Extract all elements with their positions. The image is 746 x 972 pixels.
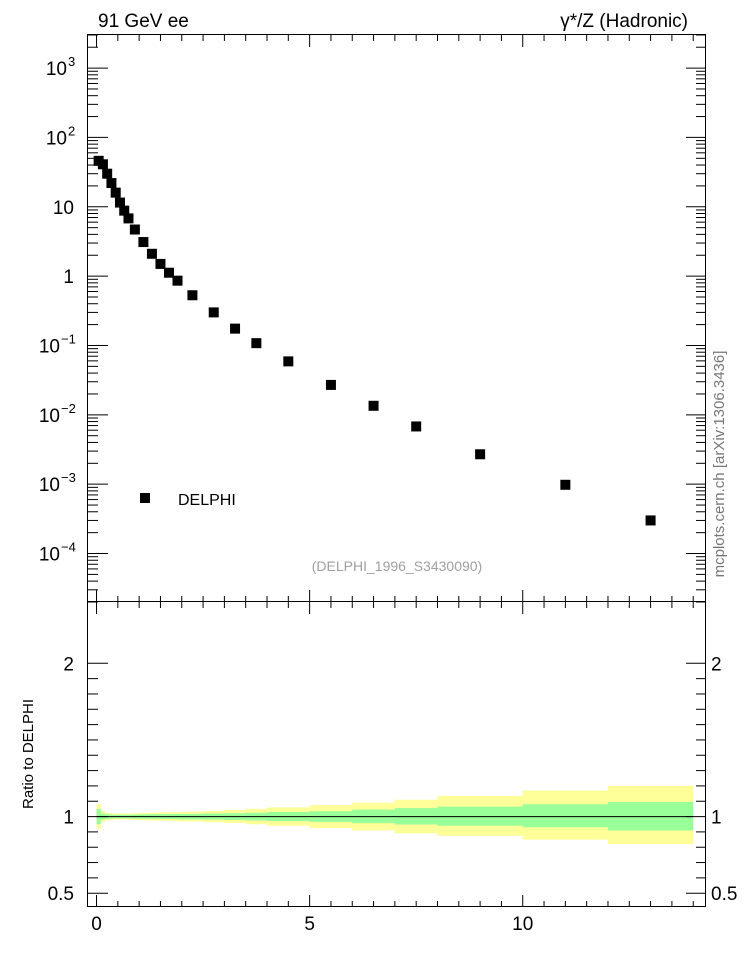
ratio-y-tick-label: 1 bbox=[63, 808, 74, 829]
legend: DELPHI bbox=[140, 492, 236, 509]
data-point-delphi bbox=[172, 275, 183, 286]
data-point-delphi bbox=[97, 159, 108, 170]
data-point-delphi bbox=[163, 267, 174, 278]
ratio-bands-layer bbox=[96, 785, 694, 845]
ratio-y-tick-label-right: 0.5 bbox=[711, 884, 737, 905]
x-tick-label: 10 bbox=[512, 914, 533, 935]
y-tick-exponent: 2 bbox=[68, 123, 75, 138]
y-tick-label: 10 bbox=[53, 198, 74, 219]
ratio-y-tick-label: 0.5 bbox=[48, 884, 74, 905]
data-point-delphi bbox=[411, 421, 422, 432]
data-point-delphi bbox=[325, 379, 336, 390]
data-point-delphi bbox=[146, 248, 157, 259]
y-tick-label: 1 bbox=[63, 267, 74, 288]
legend-marker-delphi bbox=[140, 493, 150, 503]
data-point-delphi bbox=[110, 187, 121, 198]
data-point-delphi bbox=[560, 479, 571, 490]
y-tick-exponent: 3 bbox=[68, 54, 75, 69]
data-point-delphi bbox=[251, 338, 262, 349]
data-point-delphi bbox=[106, 178, 117, 189]
main-points-layer bbox=[93, 155, 656, 526]
legend-label-delphi: DELPHI bbox=[178, 492, 236, 509]
data-point-delphi bbox=[645, 515, 656, 526]
data-point-delphi bbox=[283, 356, 294, 367]
ratio-axes-layer: 0.5 0.5 1 1 2 2 0 5 10 bbox=[48, 602, 737, 935]
data-point-delphi bbox=[230, 323, 241, 334]
data-point-delphi bbox=[475, 449, 486, 460]
y-tick-exponent: −1 bbox=[61, 331, 76, 346]
x-tick-label: 5 bbox=[304, 914, 315, 935]
ratio-y-axis-label: Ratio to DELPHI bbox=[20, 699, 37, 809]
data-point-delphi bbox=[123, 213, 134, 224]
y-tick-label: 10 bbox=[39, 475, 60, 496]
y-tick-exponent: −3 bbox=[61, 470, 76, 485]
x-tick-label: 0 bbox=[91, 914, 102, 935]
data-point-delphi bbox=[138, 237, 149, 248]
header-right-label: γ*/Z (Hadronic) bbox=[560, 11, 688, 32]
ratio-panel: 0.5 0.5 1 1 2 2 0 5 10 bbox=[48, 601, 737, 935]
y-tick-label: 10 bbox=[39, 545, 60, 566]
ratio-y-tick-label-right: 1 bbox=[711, 808, 722, 829]
side-credit-label: mcplots.cern.ch [arXiv:1306.3436] bbox=[711, 351, 728, 578]
ratio-y-tick-label: 2 bbox=[63, 654, 74, 675]
data-point-delphi bbox=[368, 400, 379, 411]
data-point-delphi bbox=[119, 205, 130, 216]
main-frame bbox=[87, 34, 706, 602]
watermark-label: (DELPHI_1996_S3430090) bbox=[312, 558, 482, 574]
ratio-frame bbox=[87, 601, 706, 907]
y-tick-label: 10 bbox=[39, 406, 60, 427]
data-point-delphi bbox=[129, 224, 140, 235]
y-tick-label: 10 bbox=[46, 59, 67, 80]
data-point-delphi bbox=[187, 290, 198, 301]
data-point-delphi bbox=[102, 168, 113, 179]
y-tick-label: 10 bbox=[46, 128, 67, 149]
ratio-y-tick-label-right: 2 bbox=[711, 654, 722, 675]
data-point-delphi bbox=[155, 258, 166, 269]
y-tick-label: 10 bbox=[39, 336, 60, 357]
y-tick-exponent: −2 bbox=[61, 401, 76, 416]
header-left-label: 91 GeV ee bbox=[98, 11, 189, 32]
data-point-delphi bbox=[114, 197, 125, 208]
y-tick-exponent: −4 bbox=[61, 540, 76, 555]
data-point-delphi bbox=[208, 307, 219, 318]
